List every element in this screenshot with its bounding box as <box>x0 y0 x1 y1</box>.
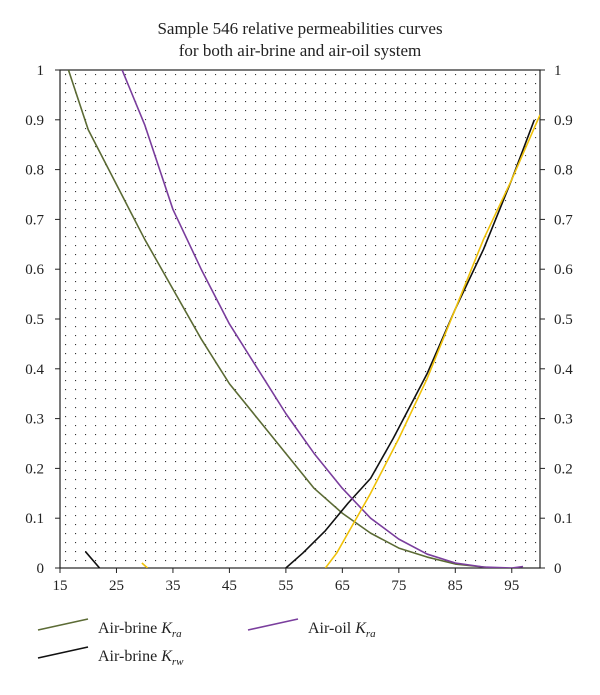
y-tick-label-left: 0.9 <box>25 113 44 129</box>
legend-swatch <box>247 618 299 631</box>
legend-label-k: K <box>160 620 173 637</box>
legend-label-subscript: ra <box>172 628 182 640</box>
y-tick-label-right: 0.1 <box>554 511 573 527</box>
y-tick-label-left: 0.2 <box>25 461 44 477</box>
y-tick-label-right: 0.8 <box>554 163 573 179</box>
legend-label-prefix: Air-brine <box>98 620 161 637</box>
y-tick-label-right: 0.4 <box>554 362 573 378</box>
y-tick-label-left: 0.5 <box>25 312 44 328</box>
y-tick-label-right: 0.9 <box>554 113 573 129</box>
x-tick-label: 75 <box>391 578 406 594</box>
legend-item-oil_kra: Air-oil Kra <box>247 618 376 640</box>
chart-title-line-1: Sample 546 relative permeabilities curve… <box>157 19 442 38</box>
x-tick-label: 85 <box>448 578 463 594</box>
y-tick-label-left: 0.7 <box>25 212 44 228</box>
legend-item-brine_krw: Air-brine Krw <box>37 646 184 668</box>
x-tick-label: 15 <box>53 578 68 594</box>
y-tick-label-left: 0.4 <box>25 362 44 378</box>
x-tick-label: 35 <box>165 578 180 594</box>
y-tick-label-left: 0 <box>37 561 45 577</box>
y-tick-label-right: 0.5 <box>554 312 573 328</box>
y-tick-label-right: 0.2 <box>554 461 573 477</box>
x-tick-label: 65 <box>335 578 350 594</box>
series-layer <box>67 70 540 568</box>
legend-label-k: K <box>354 620 367 637</box>
y-tick-label-right: 0.7 <box>554 212 573 228</box>
legend-swatch <box>37 618 89 631</box>
x-tick-label: 95 <box>504 578 519 594</box>
x-tick-label: 55 <box>278 578 293 594</box>
legend-swatch <box>37 646 89 659</box>
y-tick-label-right: 0 <box>554 561 562 577</box>
legend-label-k: K <box>160 648 173 665</box>
y-tick-label-right: 1 <box>554 63 562 79</box>
legend-label-prefix: Air-oil <box>308 620 355 637</box>
legend-label-subscript: rw <box>172 656 184 668</box>
legend-label: Air-brine Krw <box>98 648 184 668</box>
y-tick-label-right: 0.3 <box>554 412 573 428</box>
axis-ticks: 15 25 35 45 55 65 75 85 95 0 0 0.1 0.1 0.2 0.2 0.3 0.3 0.… <box>25 63 573 594</box>
legend-label-subscript: ra <box>366 628 376 640</box>
chart-title: Sample 546 relative permeabilities curve… <box>157 19 442 60</box>
y-tick-label-left: 1 <box>37 63 45 79</box>
series-line-oil_kra <box>121 70 524 568</box>
legend-label: Air-oil Kra <box>308 620 376 640</box>
x-tick-label: 25 <box>109 578 124 594</box>
series-line-brine_krw-part-2 <box>285 119 536 568</box>
y-tick-label-left: 0.8 <box>25 163 44 179</box>
legend-label-prefix: Air-brine <box>98 648 161 665</box>
x-tick-label: 45 <box>222 578 237 594</box>
series-line-yellow-part-1 <box>141 562 149 568</box>
series-line-yellow-part-2 <box>324 114 540 568</box>
dotted-grid <box>65 74 537 562</box>
legend-label: Air-brine Kra <box>98 620 182 640</box>
legend-item-brine_kra: Air-brine Kra <box>37 618 182 640</box>
y-tick-label-left: 0.6 <box>25 262 44 278</box>
grid-dots <box>65 74 537 562</box>
series-line-brine_krw-part-1 <box>84 551 101 568</box>
series-line-brine_kra <box>67 70 495 568</box>
plot-frame <box>59 69 541 569</box>
y-tick-label-left: 0.3 <box>25 412 44 428</box>
y-tick-label-left: 0.1 <box>25 511 44 527</box>
y-tick-label-right: 0.6 <box>554 262 573 278</box>
chart-title-line-2: for both air-brine and air-oil system <box>179 41 421 60</box>
